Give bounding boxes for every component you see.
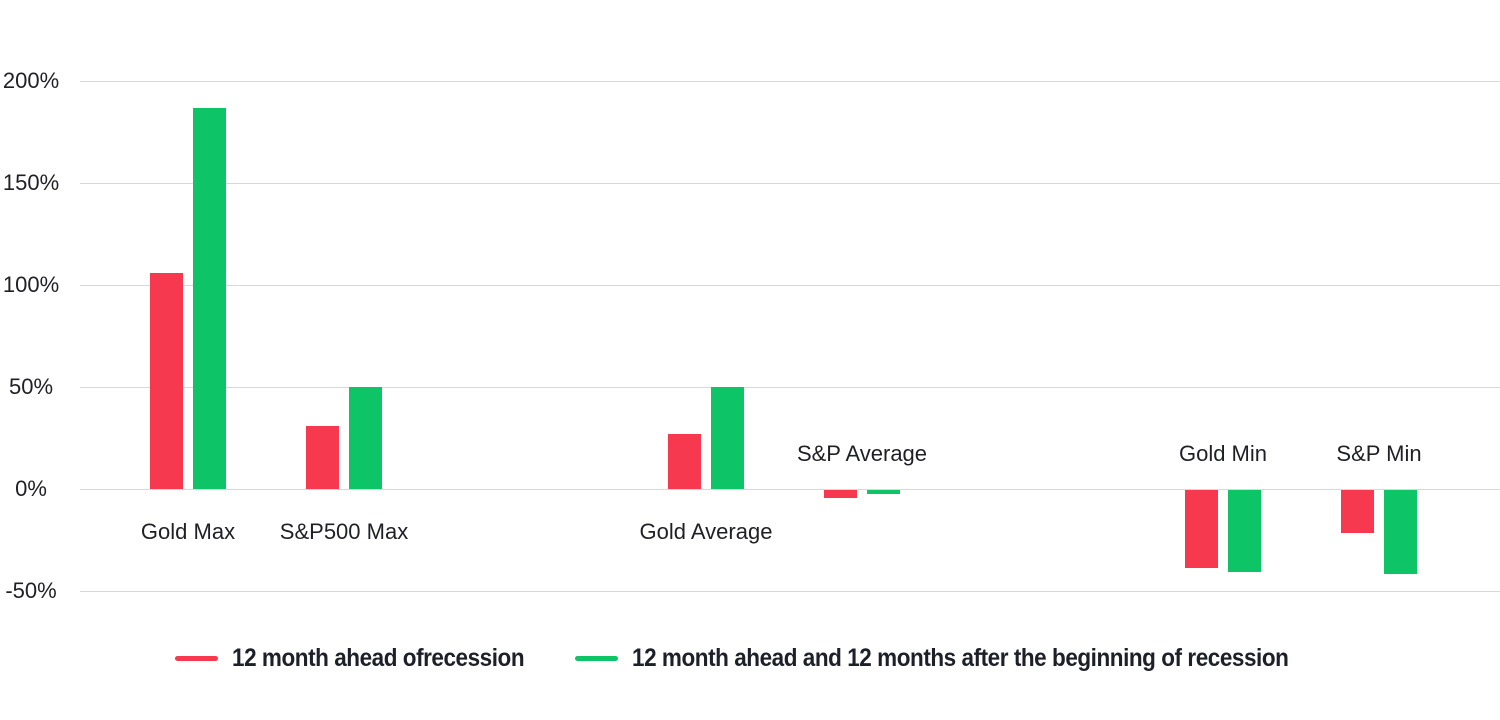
legend-item-before-recession[interactable]: 12 month ahead ofrecession — [175, 644, 557, 672]
plot-area: 200% 150% 100% 50% 0% -50% Gold Max S&P500 Max G… — [2, 68, 1500, 603]
category-label-gold-max: Gold Max — [140, 519, 236, 544]
bar-gold-max-before[interactable] — [150, 273, 183, 489]
legend-label: 12 month ahead ofrecession — [232, 643, 525, 672]
bar-gold-min-before[interactable] — [1185, 490, 1218, 568]
bar-s-p-min-before[interactable] — [1341, 490, 1374, 533]
category-label-gold-min: Gold Min — [1178, 441, 1268, 466]
y-axis-tick-label-50: 50% — [8, 374, 54, 399]
legend-swatch-green — [575, 655, 618, 661]
y-axis-tick-label-150: 150% — [2, 170, 60, 195]
legend-label: 12 month ahead and 12 months after the b… — [632, 643, 1289, 672]
gridline-50 — [80, 387, 1500, 388]
legend-item-before-and-after-recession[interactable]: 12 month ahead and 12 months after the b… — [575, 644, 1361, 672]
gridline-150 — [80, 183, 1500, 184]
bar-s-p-average-after[interactable] — [867, 490, 900, 494]
bar-gold-min-after[interactable] — [1228, 490, 1261, 572]
legend: 12 month ahead ofrecession 12 month ahea… — [175, 644, 1375, 672]
category-label-s-p-average: S&P Average — [796, 441, 928, 466]
bar-s-p-min-after[interactable] — [1384, 490, 1417, 574]
gridline-100 — [80, 285, 1500, 286]
y-axis-tick-label-0: 0% — [15, 476, 47, 501]
bar-s-p500-max-before[interactable] — [306, 426, 339, 489]
gridline-0 — [80, 489, 1500, 490]
legend-swatch-red — [175, 655, 218, 661]
bar-gold-average-after[interactable] — [711, 387, 744, 489]
bar-s-p500-max-after[interactable] — [349, 387, 382, 489]
bar-s-p-average-before[interactable] — [824, 490, 857, 498]
category-label-gold-average: Gold Average — [639, 519, 773, 544]
bar-gold-max-after[interactable] — [193, 108, 226, 489]
y-axis-tick-label-200: 200% — [2, 68, 60, 93]
bar-gold-average-before[interactable] — [668, 434, 701, 489]
y-axis-tick-label-100: 100% — [2, 272, 60, 297]
gridline-200 — [80, 81, 1500, 82]
category-label-s-p500-max: S&P500 Max — [279, 519, 409, 544]
category-label-s-p-min: S&P Min — [1336, 441, 1422, 466]
gridline--50 — [80, 591, 1500, 592]
y-axis-tick-label--50: -50% — [5, 578, 57, 603]
